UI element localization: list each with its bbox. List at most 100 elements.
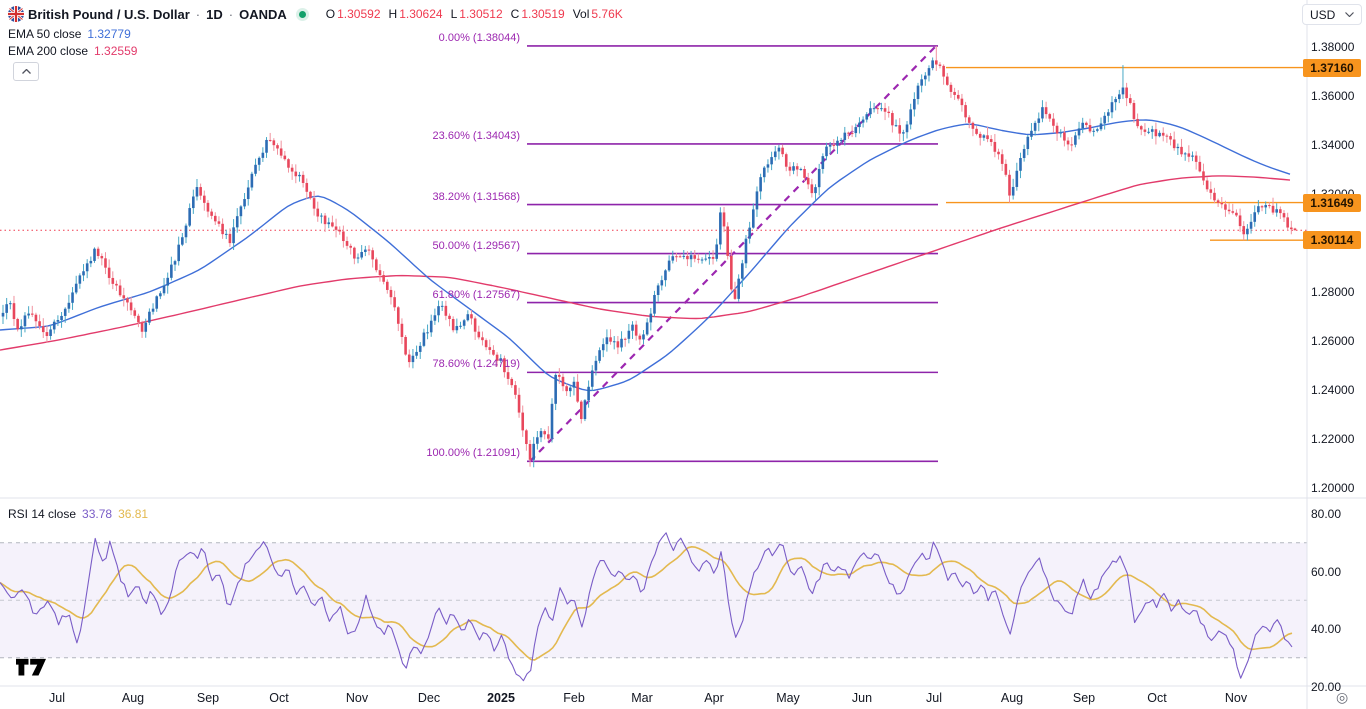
rsi-axis-tick: 20.00 [1311, 679, 1342, 694]
candle-body [536, 437, 539, 444]
candle-body [378, 270, 382, 276]
candle-body [726, 226, 729, 256]
candle-body [1059, 132, 1063, 134]
candle-body [298, 174, 301, 177]
candle-body [1246, 228, 1249, 235]
candle-body [1074, 135, 1077, 145]
candle-body [898, 125, 901, 134]
candle-body [1224, 204, 1227, 210]
candle-body [1143, 129, 1147, 132]
candle-body [1169, 136, 1172, 140]
candle-body [1172, 139, 1176, 149]
candle-body [1011, 186, 1015, 196]
candle-body [1118, 94, 1121, 100]
currency-label: USD [1310, 7, 1336, 22]
symbol-title[interactable]: British Pound / U.S. Dollar [28, 6, 190, 22]
candle-body [558, 374, 561, 377]
candle-body [503, 358, 506, 373]
candle-body [499, 358, 503, 361]
fib-level-label: 0.00% (1.38044) [438, 31, 520, 44]
candle-body [451, 318, 455, 331]
ema50-legend-row[interactable]: EMA 50 close 1.32779 [8, 27, 131, 41]
candle-body [1249, 221, 1253, 229]
candle-body [484, 340, 488, 348]
candle-body [759, 177, 762, 192]
candle-body [909, 109, 912, 125]
price-level-label[interactable]: 1.31649 [1303, 193, 1361, 212]
candle-body [737, 278, 740, 299]
market-status-dot[interactable] [298, 10, 306, 18]
candle-body [942, 65, 945, 77]
candle-body [872, 108, 876, 110]
candle-body [1187, 153, 1191, 157]
ema50-line [0, 119, 1291, 392]
candle-body [836, 140, 839, 146]
time-axis-label: Jul [926, 691, 942, 705]
candle-body [799, 168, 803, 170]
candle-body [1125, 87, 1128, 99]
candle-body [1213, 192, 1216, 201]
price-axis-tick: 1.36000 [1311, 89, 1355, 103]
candle-body [173, 261, 177, 265]
candle-body [832, 144, 836, 146]
tradingview-logo[interactable] [16, 658, 46, 683]
candle-body [375, 259, 378, 271]
candle-body [243, 199, 246, 207]
open-label: O [325, 7, 336, 21]
candle-body [638, 335, 642, 340]
candle-body [660, 280, 664, 286]
candle-body [126, 298, 129, 303]
candle-body [63, 308, 67, 316]
candle-body [206, 202, 210, 212]
candle-body [1052, 118, 1055, 126]
candle-body [1044, 107, 1048, 115]
candle-body [598, 350, 601, 361]
candle-body [235, 216, 239, 228]
collapse-legend-button[interactable] [13, 62, 39, 81]
separator-dot: · [195, 6, 201, 22]
price-level-label[interactable]: 1.37160 [1303, 58, 1361, 77]
candle-body [935, 60, 938, 65]
candle-body [246, 187, 250, 200]
candle-body [708, 257, 711, 259]
candle-body [360, 251, 363, 258]
interval-label[interactable]: 1D [206, 6, 223, 22]
time-axis-label: Oct [269, 691, 289, 705]
candle-body [283, 155, 287, 160]
candle-body [312, 198, 316, 209]
candle-body [1165, 135, 1169, 137]
candle-body [107, 267, 111, 278]
candle-body [1279, 209, 1282, 214]
candle-body [1205, 180, 1209, 190]
rsi-axis-tick: 60.00 [1311, 564, 1342, 579]
candle-body [616, 341, 620, 348]
currency-selector[interactable]: USD [1302, 4, 1362, 25]
candle-body [407, 354, 411, 363]
candle-body [733, 289, 737, 299]
chevron-down-icon [1345, 12, 1354, 17]
candle-body [429, 320, 433, 333]
candle-body [16, 318, 19, 330]
close-value: 1.30519 [521, 7, 565, 21]
candle-body [1103, 115, 1106, 124]
ema200-legend-row[interactable]: EMA 200 close 1.32559 [8, 44, 137, 58]
candle-body [821, 156, 825, 169]
candle-body [195, 187, 199, 197]
price-level-label[interactable]: 1.30114 [1303, 231, 1361, 250]
candle-body [1096, 129, 1099, 131]
candle-body [418, 345, 422, 352]
symbol-legend-row[interactable]: British Pound / U.S. Dollar · 1D · OANDA… [8, 6, 623, 22]
candle-body [883, 108, 887, 112]
candle-body [1063, 132, 1066, 141]
candle-body [221, 223, 224, 235]
candle-body [1264, 205, 1267, 208]
candle-body [766, 164, 770, 168]
candle-body [1253, 212, 1257, 222]
rsi-legend-row[interactable]: RSI 14 close 33.78 36.81 [8, 507, 148, 521]
candle-body [213, 215, 217, 222]
target-icon[interactable]: ◎ [1336, 689, 1349, 705]
candle-body [104, 258, 107, 268]
candle-body [748, 227, 751, 239]
